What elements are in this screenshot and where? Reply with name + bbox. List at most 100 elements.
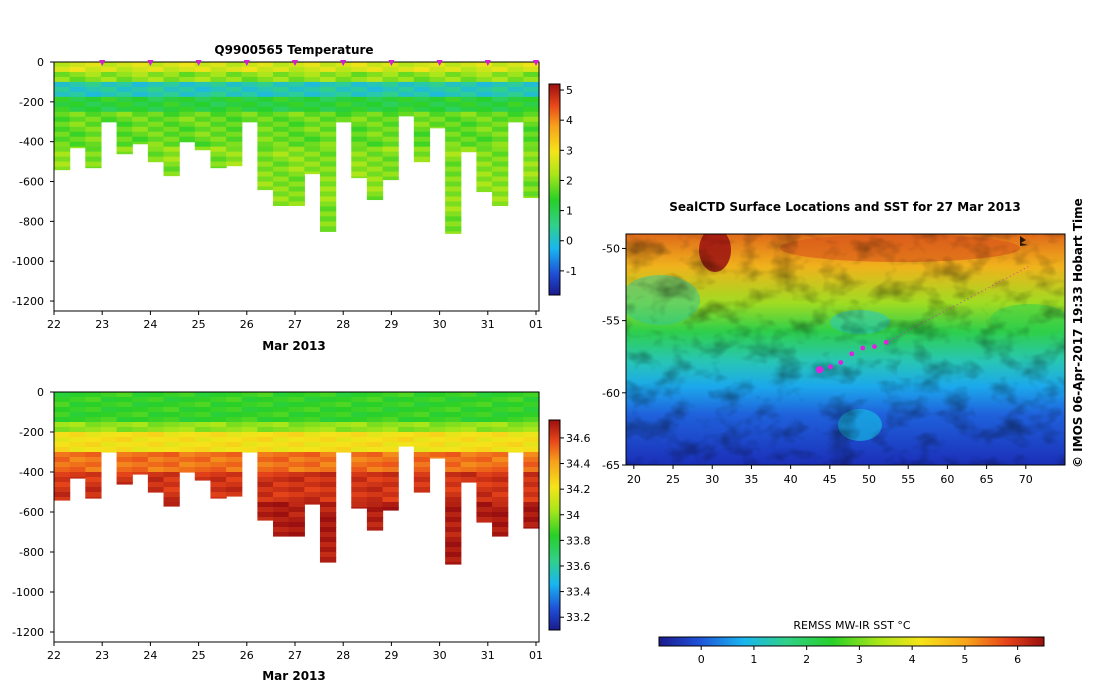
salinity-colorbar-ticks: 34.6 34.4 34.2 34 33.8 33.6 33.4 33.2 [560,432,591,624]
profile-cell [304,477,321,483]
profile-cell [100,397,118,403]
profile-cell [257,487,274,493]
profile-cell [116,392,133,398]
profile-cell [319,477,337,483]
profile-cell [413,407,431,413]
profile-cell [445,226,462,232]
x-tick-label: 23 [95,318,109,331]
profile-cell [226,66,243,73]
x-tick-label: 23 [95,649,109,662]
profile-cell [304,402,321,408]
profile-cell [445,171,462,178]
profile-cell [445,517,462,523]
profile-cell [288,116,305,123]
profile-cell [460,417,478,423]
profile-cell [335,397,352,403]
profile-cell [210,457,227,463]
profile-cell [226,422,243,428]
profile-cell [257,181,274,188]
profile-cell [100,447,118,453]
profile-cell [366,502,384,508]
profile-cell [54,407,71,413]
profile-cell [476,66,493,73]
profile-cell [460,472,478,478]
profile-cell [85,161,102,168]
profile-cell [398,101,415,108]
profile-cell [492,487,509,493]
profile-cell [507,91,524,98]
profile-cell [85,96,102,103]
profile-cell [351,397,368,403]
x-tick-label: 29 [384,318,398,331]
profile-cell [429,402,446,408]
profile-cell [116,131,133,138]
profile-cell [476,121,493,128]
profile-cell [429,397,446,403]
profile-cell [226,86,243,93]
profile-cell [179,71,196,78]
x-tick-label: 27 [288,318,302,331]
profile-cell [304,412,321,418]
temperature-x-label: Mar 2013 [262,339,326,353]
profile-cell [304,452,321,458]
profile-cell [366,497,384,503]
profile-cell [210,81,227,88]
profile-cell [288,432,305,438]
profile-cell [288,71,305,78]
profile-cell [382,146,399,153]
profile-cell [492,422,509,428]
colorbar-tick-label: 34.2 [566,483,591,496]
profile-cell [147,126,165,133]
x-tick-label: 25 [192,318,206,331]
profile-cell [382,76,399,83]
profile-cell [429,447,446,453]
profile-cell [398,62,415,68]
profile-cell [507,86,524,93]
profile-cell [351,412,368,418]
profile-cell [257,507,274,513]
profile-cell [523,136,540,143]
profile-cell [257,402,274,408]
profile-cell [100,62,118,68]
profile-cell [366,472,384,478]
lon-tick-label: 65 [980,473,994,486]
profile-cell [179,402,196,408]
profile-cell [288,417,305,423]
profile-cell [257,62,274,68]
profile-cell [476,512,493,518]
profile-cell [335,402,352,408]
profile-cell [132,422,149,428]
profile-cell [445,437,462,443]
profile-cell [382,427,399,433]
profile-cell [523,397,540,403]
profile-cell [507,422,524,428]
profile-cell [366,447,384,453]
track-point [828,364,834,370]
x-tick-label: 30 [433,649,447,662]
profile-cell [492,81,509,88]
profile-cell [226,156,243,163]
profile-cell [179,457,196,463]
profile-cell [288,477,305,483]
profile-cell [273,86,290,93]
profile-cell [445,181,462,188]
profile-cell [85,66,102,73]
profile-cell [460,397,478,403]
profile-cell [304,502,321,505]
profile-cell [351,71,368,78]
profile-cell [445,442,462,448]
profile-cell [288,131,305,138]
profile-cell [382,121,399,128]
profile-cell [210,447,227,453]
profile-cell [366,111,384,118]
profile-cell [304,71,321,78]
track-point [860,345,866,351]
profile-cell [523,116,540,123]
profile-cell [507,392,524,398]
profile-cell [351,66,368,73]
profile-cell [226,457,243,463]
profile-cell [445,452,462,458]
profile-cell [523,141,540,148]
profile-cell [366,131,384,138]
profile-cell [210,136,227,143]
